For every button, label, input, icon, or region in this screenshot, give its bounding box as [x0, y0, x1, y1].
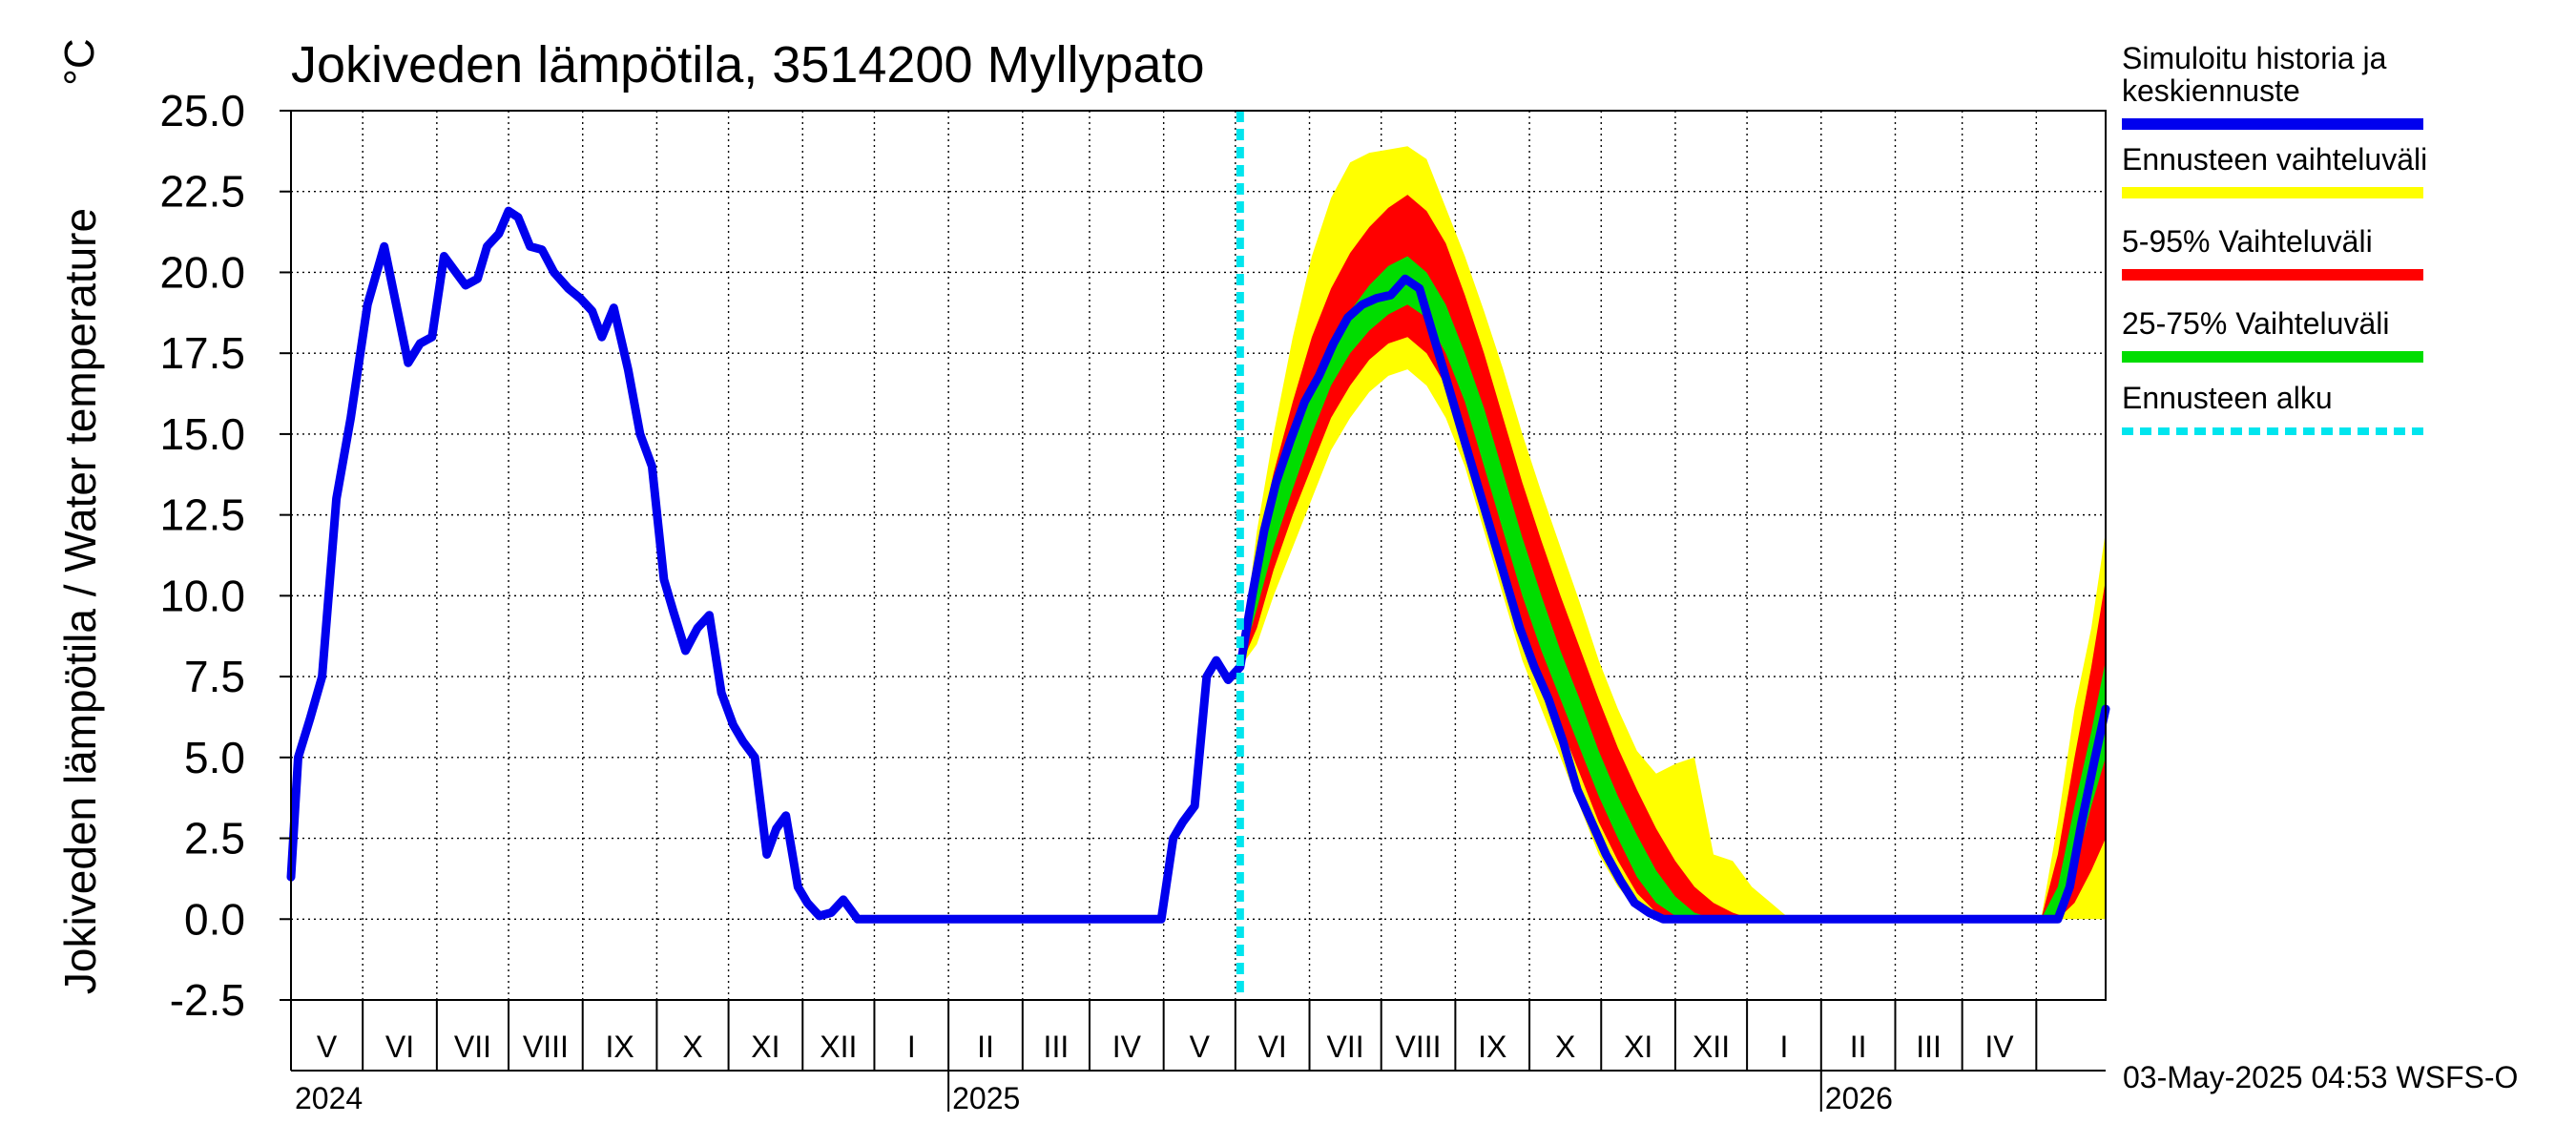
y-tick-label: 12.5 — [159, 490, 245, 540]
y-axis-ticks: -2.5 0.0 2.5 5.0 7.5 10.0 12.5 15.0 17.5 20.0 22.5… — [159, 86, 291, 1025]
month-label: VII — [1327, 1030, 1364, 1064]
y-tick-label: 25.0 — [159, 86, 245, 135]
month-label: VI — [385, 1030, 414, 1064]
plot-border — [290, 110, 2107, 1001]
year-label: 2026 — [1825, 1081, 1893, 1115]
y-tick-label: 7.5 — [184, 652, 245, 701]
y-axis-unit: °C — [56, 38, 103, 85]
month-label: III — [1044, 1030, 1070, 1064]
x-axis: V VI VII VIII IX X XI XII I II III IV V VI VII VIII IX X X… — [290, 1000, 2106, 1115]
forecast-bands — [1239, 146, 2106, 920]
series-lines — [286, 111, 2110, 1000]
legend-label: Simuloitu historia ja — [2122, 41, 2387, 75]
year-label: 2025 — [952, 1081, 1020, 1115]
y-tick-label: 0.0 — [184, 894, 245, 944]
legend-label: 25-75% Vaihteluväli — [2122, 306, 2389, 341]
month-label: IX — [605, 1030, 634, 1064]
month-label: XII — [820, 1030, 857, 1064]
y-axis-label: Jokiveden lämpötila / Water temperature — [55, 208, 105, 994]
chart-title: Jokiveden lämpötila, 3514200 Myllypato — [291, 36, 1205, 94]
month-label: XI — [1624, 1030, 1652, 1064]
timestamp-footer: 03-May-2025 04:53 WSFS-O — [2123, 1060, 2518, 1094]
month-label: IX — [1478, 1030, 1506, 1064]
y-tick-label: 22.5 — [159, 167, 245, 217]
y-tick-label: 17.5 — [159, 328, 245, 378]
month-label: VII — [454, 1030, 491, 1064]
y-tick-label: 15.0 — [159, 409, 245, 459]
month-label: I — [1780, 1030, 1789, 1064]
month-label: V — [1190, 1030, 1211, 1064]
year-label: 2024 — [295, 1081, 363, 1115]
legend-label: Ennusteen vaihteluväli — [2122, 142, 2427, 177]
history-median-line — [286, 206, 2110, 924]
legend-label: keskiennuste — [2122, 73, 2300, 108]
month-label: IV — [1112, 1030, 1142, 1064]
y-tick-label: 2.5 — [184, 814, 245, 864]
y-tick-label: -2.5 — [170, 975, 245, 1025]
month-label: I — [907, 1030, 916, 1064]
month-label: VIII — [523, 1030, 569, 1064]
y-tick-label: 20.0 — [159, 247, 245, 297]
month-label: VIII — [1396, 1030, 1442, 1064]
y-tick-label: 10.0 — [159, 571, 245, 620]
y-tick-label: 5.0 — [184, 733, 245, 782]
plot-frame — [290, 110, 2107, 1001]
month-label: X — [682, 1030, 702, 1064]
month-label: III — [1916, 1030, 1942, 1064]
month-label: VI — [1258, 1030, 1287, 1064]
month-label: V — [317, 1030, 338, 1064]
month-label: XII — [1693, 1030, 1730, 1064]
month-label: XI — [751, 1030, 779, 1064]
month-label: IV — [1984, 1030, 2014, 1064]
legend-label: Ennusteen alku — [2122, 381, 2333, 415]
legend-label: 5-95% Vaihteluväli — [2122, 224, 2373, 259]
month-label: II — [1850, 1030, 1867, 1064]
month-label: X — [1555, 1030, 1575, 1064]
month-label: II — [977, 1030, 994, 1064]
